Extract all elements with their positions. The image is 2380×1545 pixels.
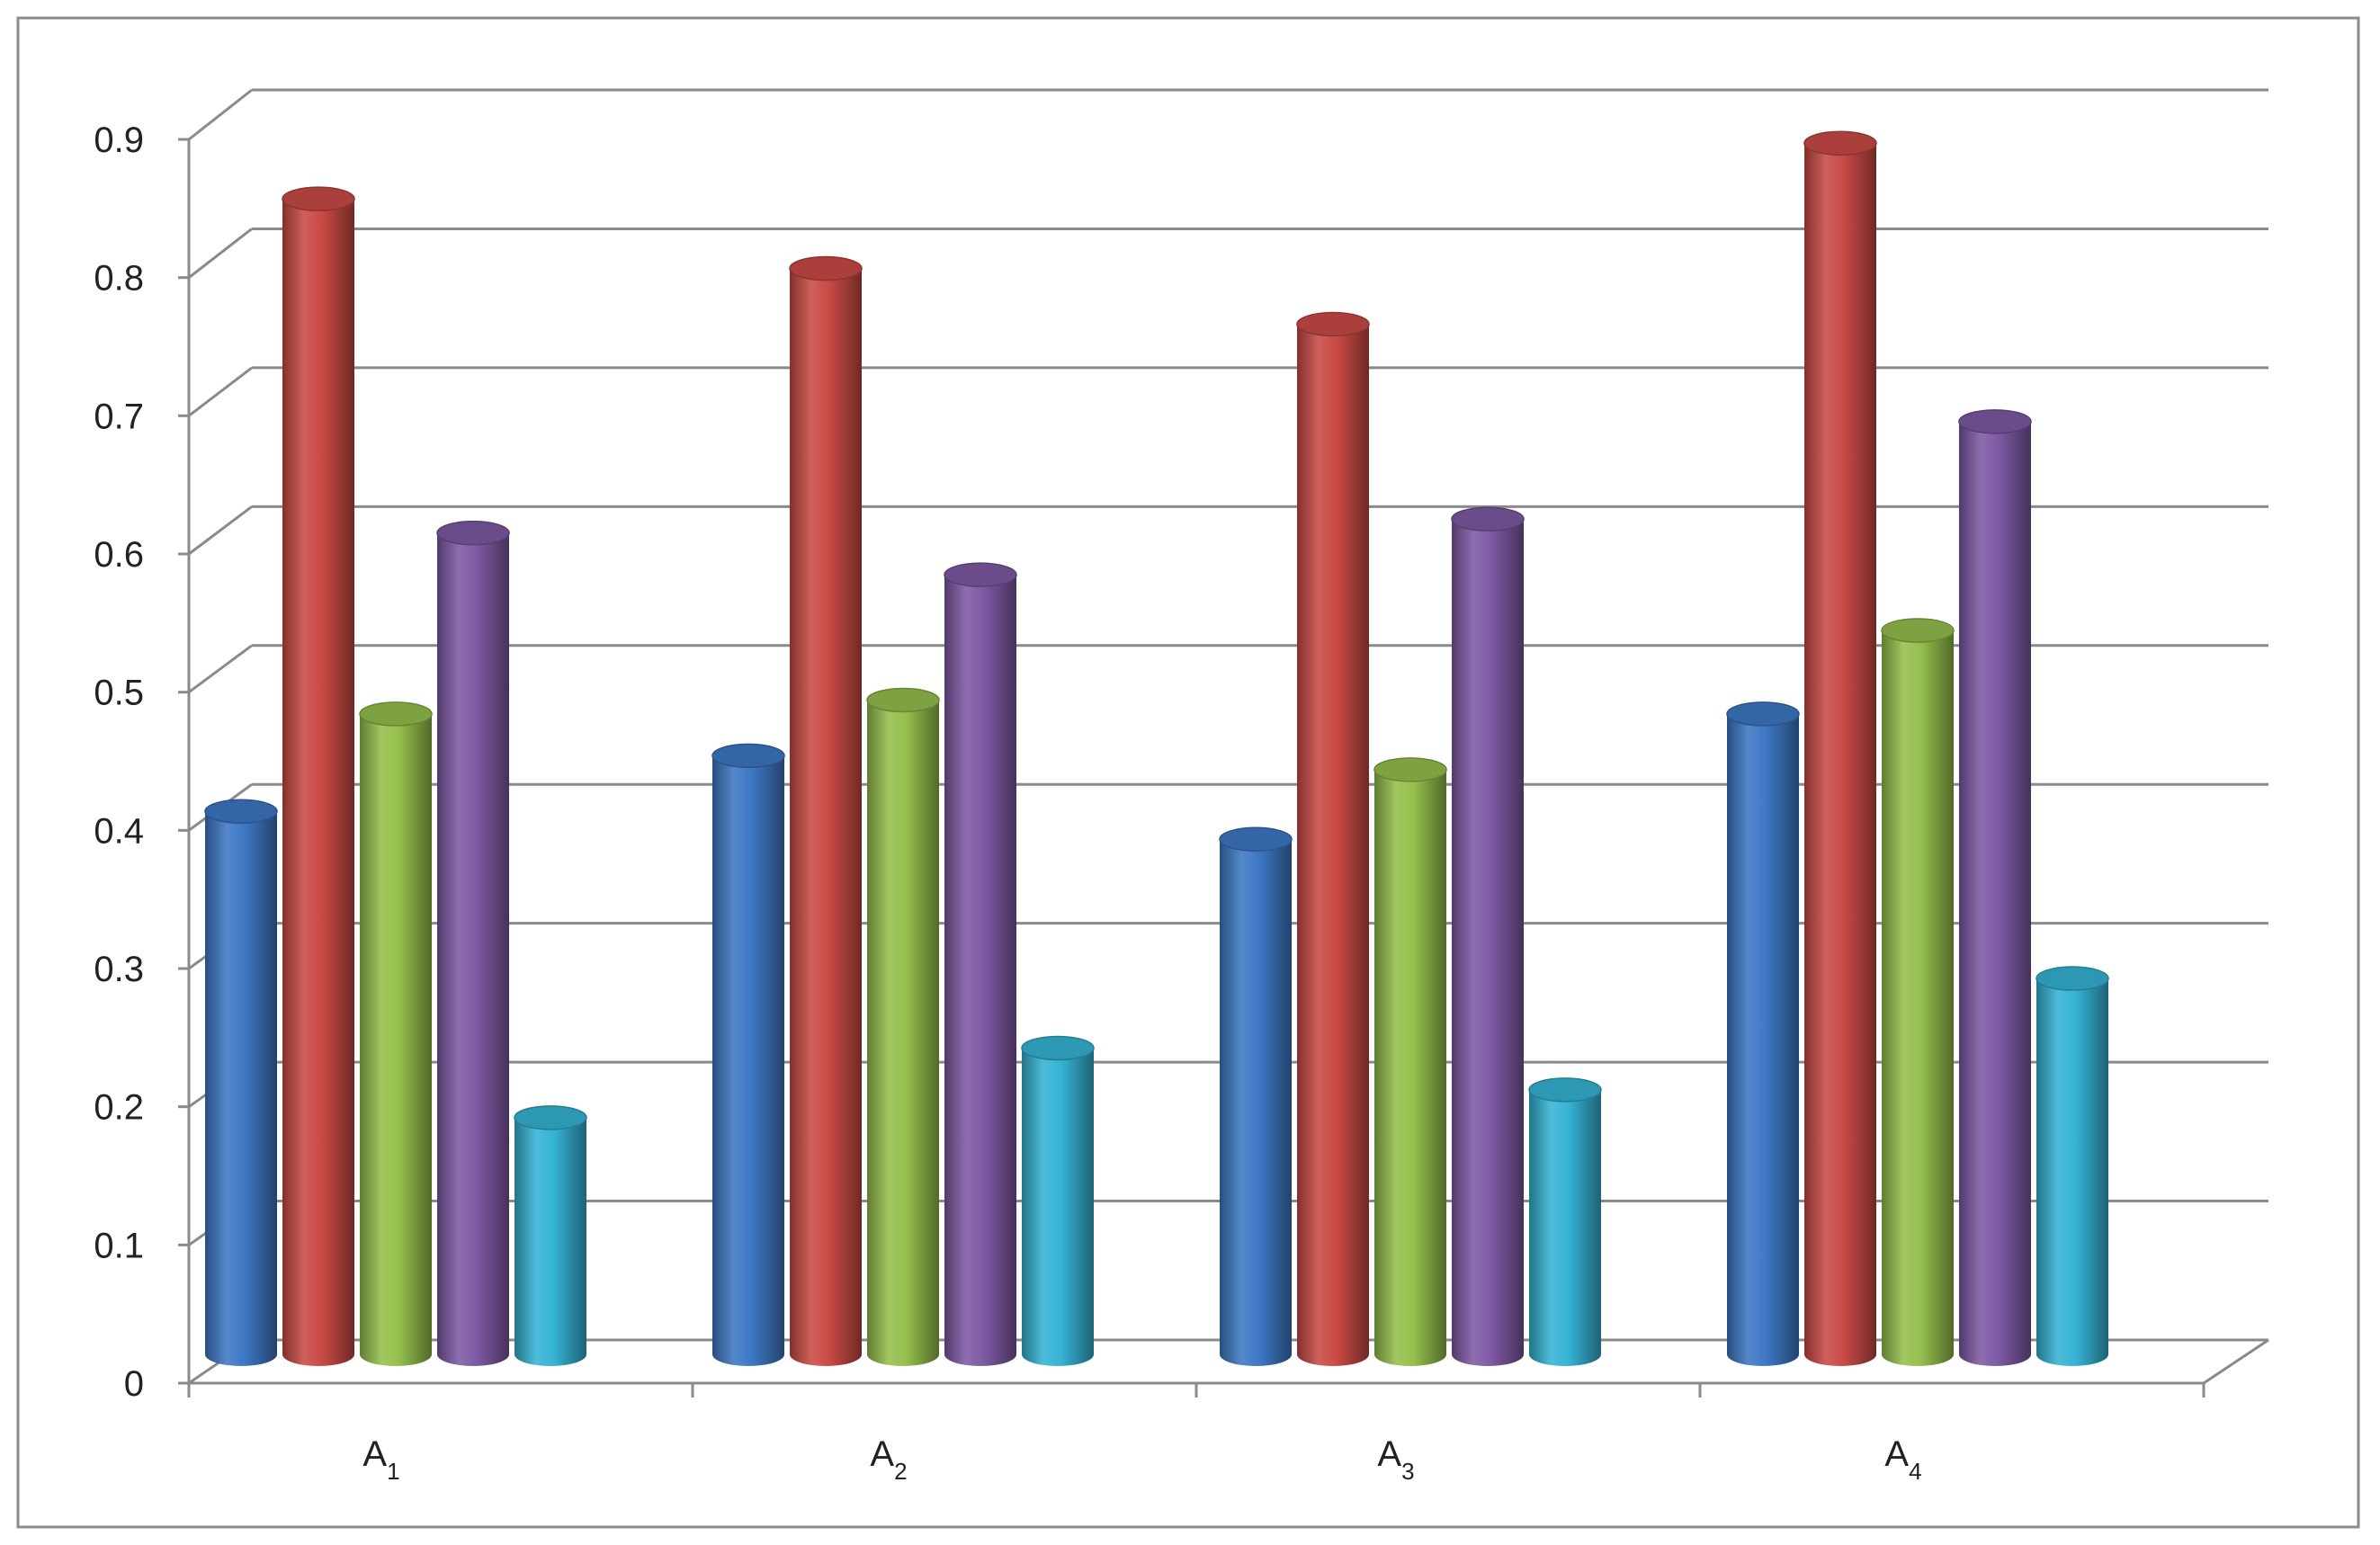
bar-body [282,199,354,1366]
y-tick-label: 0.1 [94,1226,144,1265]
bar-top [944,562,1017,587]
y-tick-label: 0.6 [94,535,144,575]
bar-top [1296,311,1370,337]
bar-body [514,1117,586,1366]
x-tick-label: A4 [1884,1434,1921,1485]
bar-top [789,255,863,281]
bar-top [1219,826,1293,852]
bar-body [1220,839,1292,1366]
bar-top [1528,1077,1602,1103]
bar-body [205,811,277,1366]
bar-top [204,799,278,825]
wall-gridline [188,228,253,279]
bar [282,186,355,1366]
floor-edge [2203,1338,2269,1385]
y-tick-label: 0.4 [94,811,144,851]
bar-top [282,186,355,211]
bar [359,701,433,1366]
wall-gridline [188,505,253,556]
bar-body [1959,421,2031,1367]
bar [1881,618,1955,1366]
bar-top [1021,1035,1095,1061]
bar [1219,826,1293,1366]
bar [1726,701,1800,1366]
y-tick-label: 0.3 [94,950,144,989]
y-tick-label: 0 [124,1364,144,1404]
bar-body [360,713,432,1366]
wall-gridline [188,366,253,417]
y-tick-label: 0.2 [94,1088,144,1128]
bar [1528,1077,1602,1366]
bar [1803,130,1877,1367]
bar-body [1374,769,1446,1366]
x-tick-label: A3 [1377,1434,1414,1485]
bar-top [1373,757,1447,782]
bar [1958,409,2032,1367]
axes [178,138,2269,1398]
y-tick-label: 0.8 [94,259,144,299]
bar-body [867,700,939,1366]
bar [514,1105,587,1366]
bar [204,799,278,1366]
bar-top [1958,409,2032,434]
axis-labels: 0 0.1 0.2 0.3 0.4 0.5 0.6 0.7 0.8 0.9 A1 A2 A3 A4 [94,121,1921,1485]
bar-body [790,268,862,1366]
bar-top [1881,618,1955,643]
bar-body [1452,519,1524,1366]
bar-top [711,743,785,769]
bar [944,562,1017,1366]
bar-body [1022,1048,1094,1366]
bar [1451,506,1525,1366]
bars [204,130,2109,1367]
bar-body [712,755,784,1366]
bar-body [2036,978,2108,1366]
wall-gridline [188,644,253,693]
bar-body [1804,143,1876,1367]
bar-top [1451,506,1525,531]
bar-body [1297,324,1369,1367]
bar-body [944,575,1016,1366]
bar [1296,311,1370,1367]
wall-gridline [188,88,253,141]
bar-top [436,520,510,546]
bar-top [866,687,940,713]
y-tick-label: 0.9 [94,121,144,160]
bar-top [514,1105,587,1130]
bar [711,743,785,1366]
x-tick-label: A2 [870,1434,907,1485]
x-tick-label: A1 [362,1434,399,1485]
bar-top [1726,701,1800,727]
bar-top [359,701,433,727]
bar [1373,757,1447,1366]
bar [789,255,863,1366]
bar-body [1882,630,1954,1366]
bar-top [1803,130,1877,156]
bar-top [2036,966,2109,991]
y-tick-label: 0.7 [94,397,144,436]
bar [1021,1035,1095,1366]
y-tick-label: 0.5 [94,674,144,713]
bar-body [1529,1089,1601,1366]
bar-body [437,532,509,1366]
bar [436,520,510,1366]
bar-body [1727,713,1799,1366]
bar [866,687,940,1366]
bar [2036,966,2109,1366]
